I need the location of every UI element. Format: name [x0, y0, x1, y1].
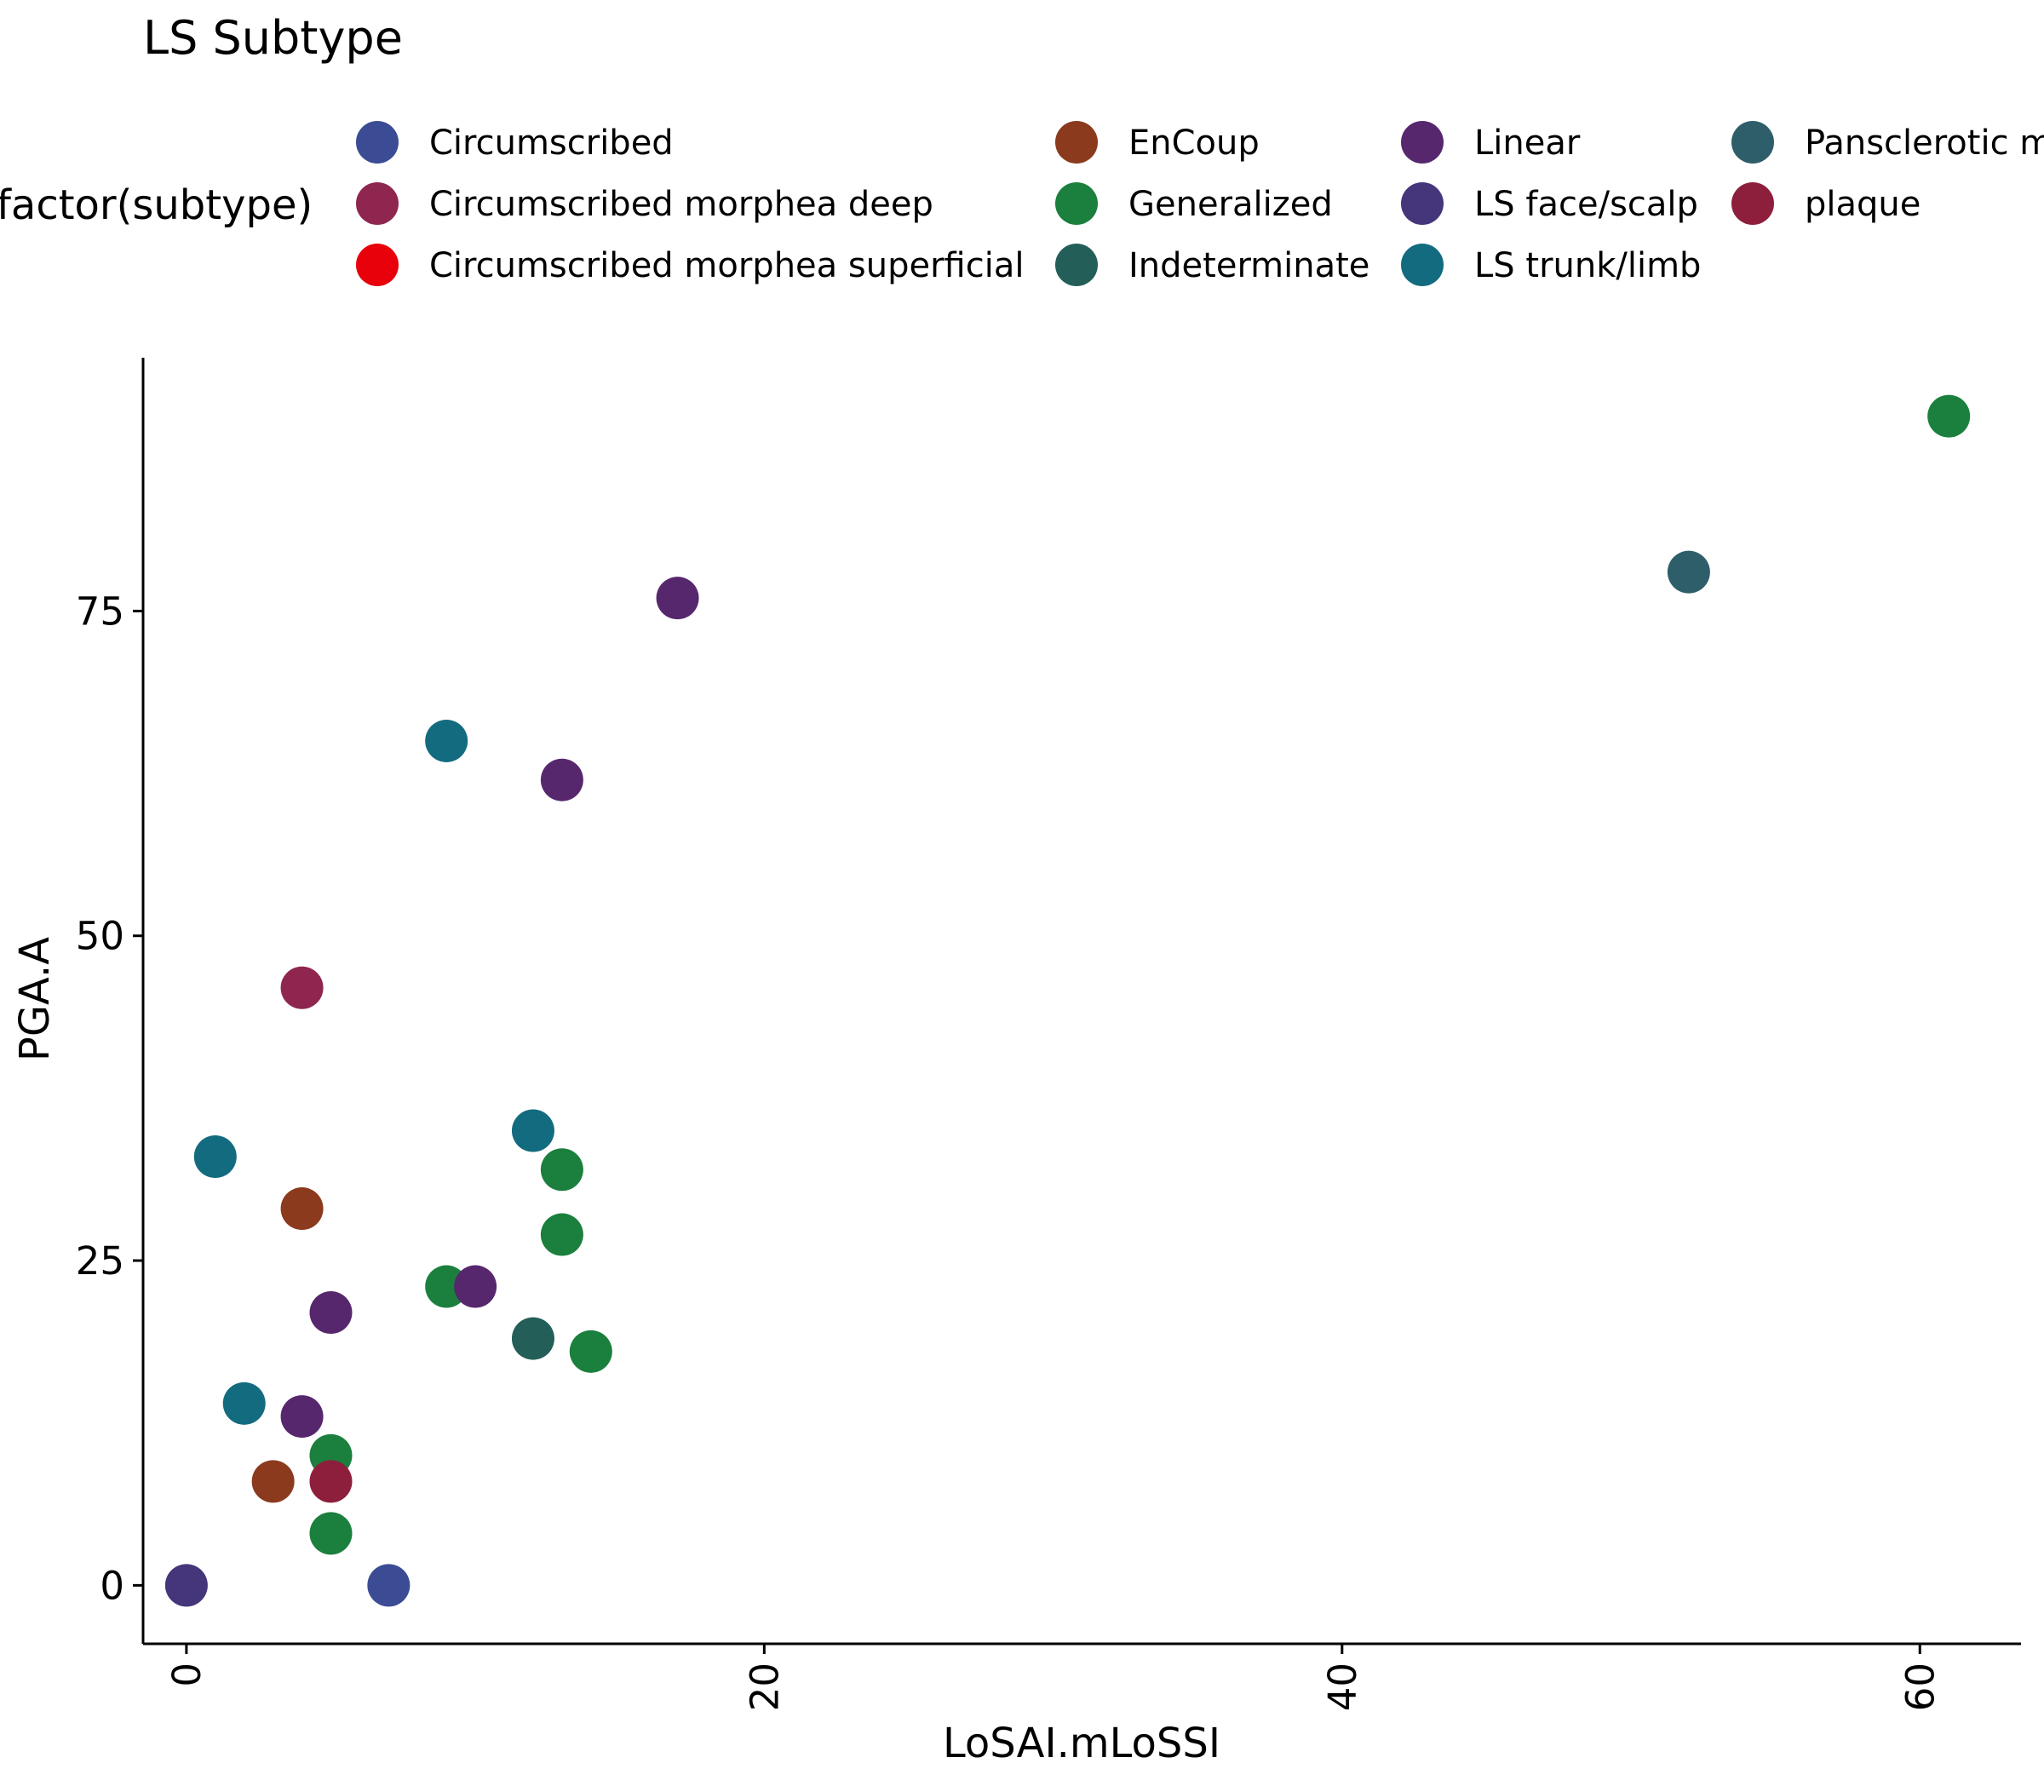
- chart-title: LS Subtype: [143, 11, 403, 65]
- point-5-0: [511, 1317, 554, 1360]
- y-tick-label-0: 0: [100, 1563, 124, 1608]
- point-4-2: [540, 1213, 583, 1256]
- point-4-4: [569, 1330, 612, 1373]
- y-tick-label-2: 50: [76, 914, 124, 959]
- legend-key-2: [356, 244, 399, 286]
- legend: Circumscribed Circumscribed morphea deep C…: [356, 121, 2044, 286]
- point-8-3: [222, 1381, 266, 1425]
- point-7-0: [164, 1564, 208, 1607]
- point-4-0: [1927, 394, 1971, 438]
- x-axis-label: LoSAI.mLoSSI: [943, 1720, 1220, 1767]
- point-0-0: [367, 1564, 411, 1607]
- legend-key-4: [1055, 182, 1098, 225]
- legend-key-5: [1055, 244, 1098, 286]
- legend-label-1: Circumscribed morphea deep: [429, 185, 933, 224]
- legend-key-8: [1401, 244, 1444, 286]
- legend-key-9: [1731, 121, 1774, 164]
- x-axis-ticks: 0 20 40 60: [164, 1644, 1943, 1711]
- legend-label-4: Generalized: [1128, 185, 1333, 224]
- legend-label-0: Circumscribed: [429, 123, 674, 163]
- y-tick-label-1: 25: [76, 1238, 124, 1284]
- point-6-4: [280, 1395, 324, 1439]
- point-6-3: [309, 1291, 353, 1335]
- legend-label-8: LS trunk/limb: [1474, 246, 1701, 285]
- point-6-1: [540, 758, 583, 801]
- point-9-0: [1667, 550, 1710, 594]
- point-3-1: [251, 1460, 295, 1503]
- point-6-0: [656, 577, 699, 620]
- plot-area: [164, 394, 1971, 1607]
- point-10-0: [309, 1460, 353, 1503]
- point-1-0: [280, 966, 324, 1009]
- y-tick-label-3: 75: [76, 589, 124, 634]
- point-3-0: [280, 1187, 324, 1231]
- legend-label-7: LS face/scalp: [1474, 185, 1698, 224]
- point-4-1: [540, 1148, 583, 1192]
- x-tick-label-3: 60: [1898, 1663, 1943, 1711]
- legend-key-10: [1731, 182, 1774, 225]
- x-tick-label-1: 20: [742, 1663, 787, 1711]
- y-axis-ticks: 0 25 50 75: [76, 589, 143, 1608]
- legend-label-3: EnCoup: [1128, 123, 1260, 163]
- y-axis-label: PGA.A: [11, 937, 59, 1061]
- legend-key-1: [356, 182, 399, 225]
- x-tick-label-2: 40: [1320, 1663, 1365, 1711]
- point-8-2: [193, 1135, 237, 1179]
- legend-key-3: [1055, 121, 1098, 164]
- legend-label-2: Circumscribed morphea superficial: [429, 246, 1024, 285]
- x-tick-label-0: 0: [164, 1663, 210, 1687]
- legend-label-10: plaque: [1805, 185, 1921, 224]
- point-8-0: [425, 719, 468, 762]
- legend-title: factor(subtype): [0, 181, 313, 229]
- point-4-6: [309, 1512, 353, 1555]
- legend-key-0: [356, 121, 399, 164]
- legend-label-9: Pansclerotic m: [1805, 123, 2044, 163]
- point-8-1: [511, 1109, 554, 1152]
- legend-key-7: [1401, 182, 1444, 225]
- legend-key-6: [1401, 121, 1444, 164]
- point-6-2: [454, 1265, 497, 1308]
- legend-label-6: Linear: [1474, 123, 1581, 163]
- legend-label-5: Indeterminate: [1128, 246, 1369, 285]
